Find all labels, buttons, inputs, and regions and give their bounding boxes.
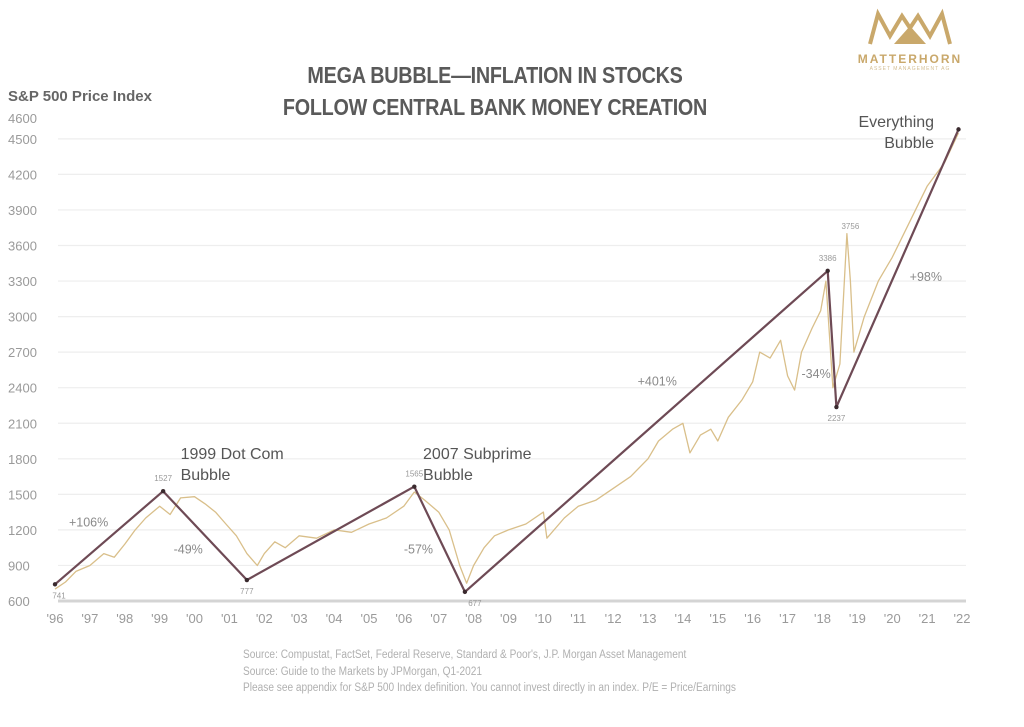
x-tick-label: '15	[709, 611, 726, 626]
y-tick-label: 4600	[8, 111, 37, 126]
point-value-label: 2237	[828, 414, 846, 423]
x-tick-label: '14	[674, 611, 691, 626]
percent-change-label: +98%	[910, 270, 942, 284]
x-tick-label: '96	[47, 611, 64, 626]
y-tick-label: 1500	[8, 487, 37, 502]
chart-title-line1: MEGA BUBBLE—INFLATION IN STOCKS	[307, 62, 683, 88]
x-tick-label: '22	[954, 611, 971, 626]
trend-point	[956, 127, 961, 132]
x-tick-label: '20	[884, 611, 901, 626]
matterhorn-logo: MATTERHORN ASSET MANAGEMENT AG	[850, 6, 970, 72]
y-tick-label: 3300	[8, 274, 37, 289]
point-value-label: 1565	[405, 470, 423, 479]
bubble-label: Everything	[858, 114, 934, 131]
y-tick-label: 2100	[8, 416, 37, 431]
x-tick-label: '00	[186, 611, 203, 626]
mountain-logo-icon	[868, 8, 952, 45]
y-axis-label: S&P 500 Price Index	[8, 88, 152, 105]
bubble-label: Bubble	[884, 135, 934, 152]
x-tick-label: '18	[814, 611, 831, 626]
point-value-label: 3386	[819, 254, 837, 263]
y-tick-label: 900	[8, 558, 30, 573]
trend-point	[244, 577, 250, 583]
x-tick-label: '01	[221, 611, 238, 626]
sp500-price-line	[54, 132, 960, 590]
y-tick-label: 2700	[8, 345, 37, 360]
x-tick-label: '03	[291, 611, 308, 626]
footer-line-3: Please see appendix for S&P 500 Index de…	[243, 682, 736, 694]
x-tick-label: '04	[326, 611, 343, 626]
x-tick-label: '17	[779, 611, 796, 626]
logo-subtitle: ASSET MANAGEMENT AG	[869, 66, 951, 72]
point-value-label: 1527	[154, 474, 172, 483]
trend-point	[462, 589, 468, 595]
trend-point	[412, 484, 417, 489]
x-tick-label: '09	[500, 611, 517, 626]
bubble-trend-line	[54, 128, 960, 593]
x-tick-label: '97	[81, 611, 98, 626]
source-footer: Source: Compustat, FactSet, Federal Rese…	[243, 647, 736, 697]
x-tick-label: '05	[360, 611, 377, 626]
y-tick-label: 2400	[8, 381, 37, 396]
x-tick-label: '12	[605, 611, 622, 626]
percent-change-label: -57%	[404, 543, 433, 557]
percent-change-label: -49%	[174, 543, 203, 557]
point-value-label: 677	[468, 599, 482, 608]
percent-change-label: -34%	[802, 367, 831, 381]
bubble-label: 1999 Dot Com	[181, 446, 284, 463]
y-tick-label: 1200	[8, 523, 37, 538]
bubble-label: Bubble	[181, 467, 231, 484]
y-tick-label: 4200	[8, 167, 37, 182]
bubble-label: 2007 Subprime	[423, 446, 532, 463]
percent-change-label: +106%	[69, 515, 108, 529]
x-tick-label: '08	[465, 611, 482, 626]
x-tick-label: '11	[570, 611, 586, 626]
percent-change-label: +401%	[638, 374, 677, 388]
x-tick-label: '10	[535, 611, 552, 626]
y-tick-label: 600	[8, 594, 30, 609]
bubble-label: Bubble	[423, 467, 473, 484]
footer-line-1: Source: Compustat, FactSet, Federal Rese…	[243, 649, 687, 661]
x-tick-label: '13	[640, 611, 657, 626]
y-tick-label: 3000	[8, 310, 37, 325]
x-tick-label: '99	[151, 611, 168, 626]
point-value-label: 777	[240, 587, 254, 596]
x-tick-label: '07	[430, 611, 447, 626]
y-tick-label: 3600	[8, 239, 37, 254]
footer-line-2: Source: Guide to the Markets by JPMorgan…	[243, 665, 483, 678]
y-tick-label: 1800	[8, 452, 37, 467]
logo-name: MATTERHORN	[857, 52, 963, 66]
chart-title-line2: FOLLOW CENTRAL BANK MONEY CREATION	[282, 94, 708, 120]
point-value-label: 741	[52, 591, 66, 600]
x-tick-label: '21	[919, 611, 936, 626]
y-tick-label: 4500	[8, 132, 37, 147]
peak-value-label: 3756	[841, 222, 859, 231]
x-tick-label: '16	[744, 611, 761, 626]
trend-point	[160, 488, 166, 494]
y-tick-label: 3900	[8, 203, 37, 218]
x-tick-label: '98	[116, 611, 133, 626]
trend-point	[825, 268, 830, 274]
x-tick-label: '06	[395, 611, 412, 626]
x-tick-label: '02	[256, 611, 273, 626]
x-tick-label: '19	[849, 611, 866, 626]
trend-point	[834, 404, 839, 410]
trend-point	[52, 582, 58, 587]
